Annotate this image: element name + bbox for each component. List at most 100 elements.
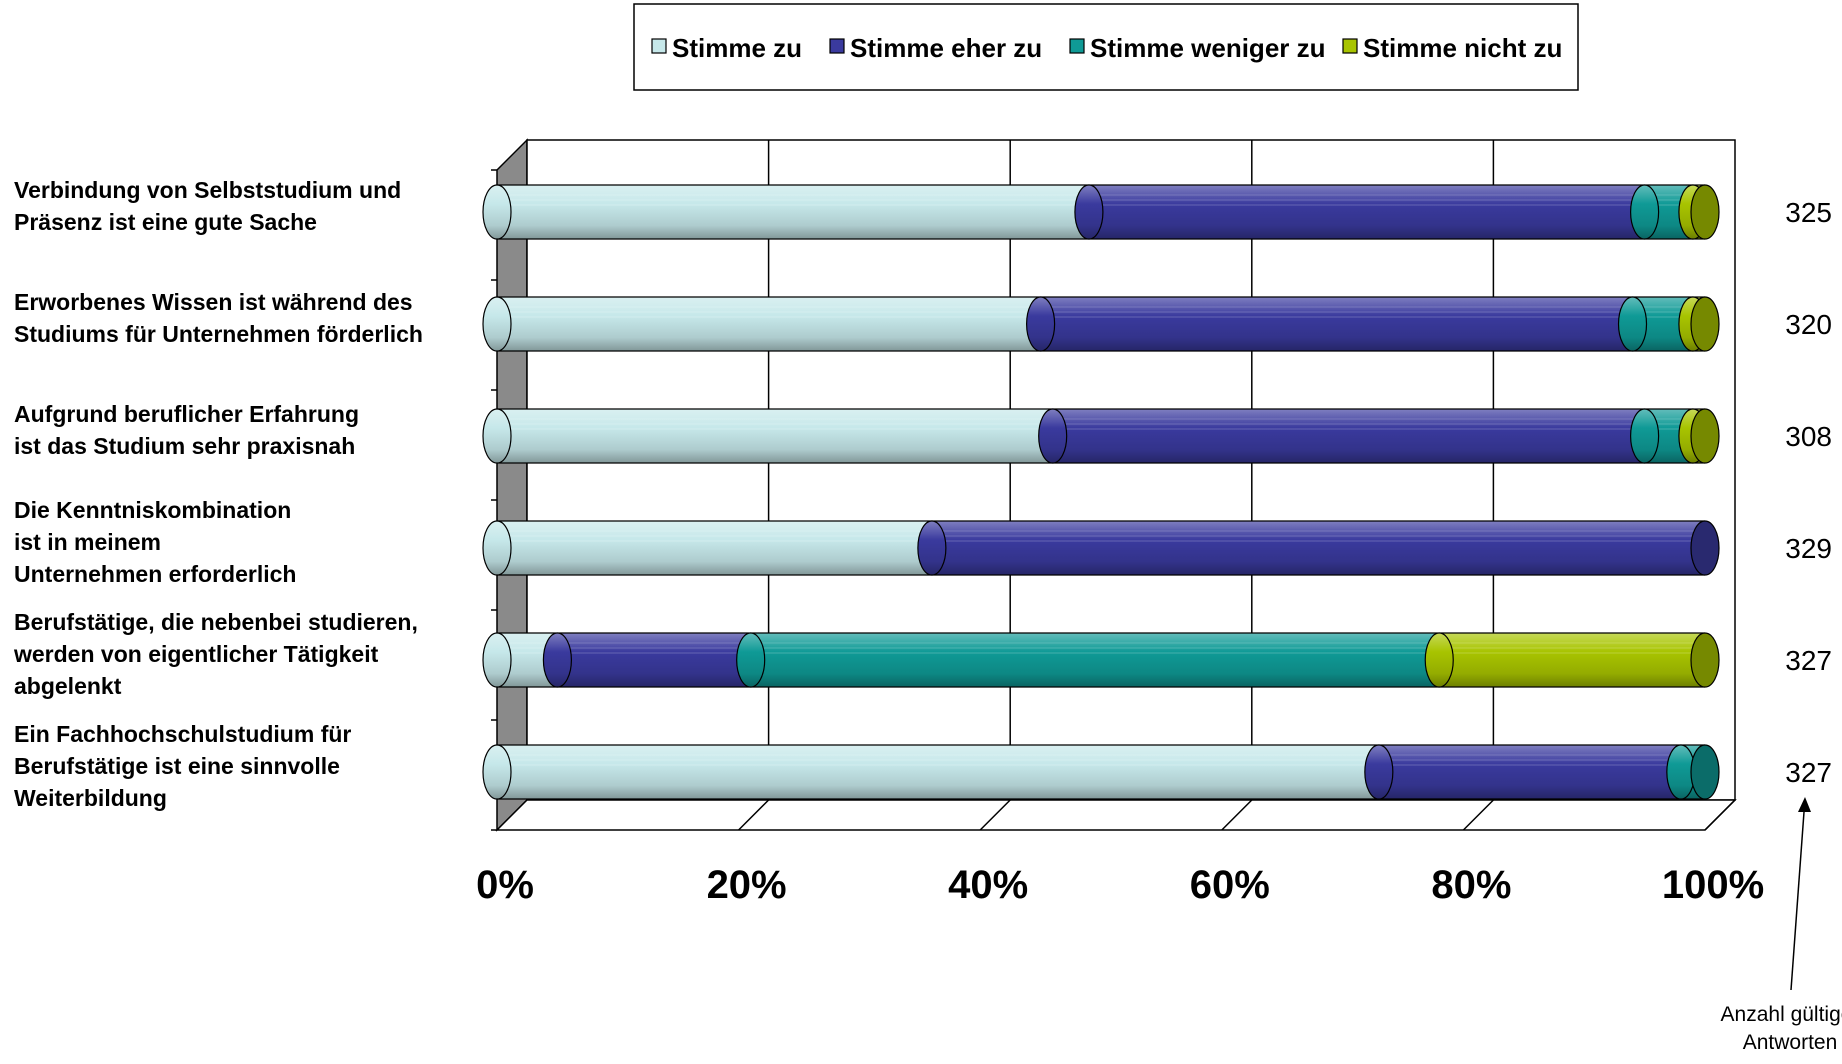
- bar-segment-cap: [1690, 184, 1720, 240]
- bar-segment: [1040, 297, 1633, 351]
- bar-segment-cap: [1690, 408, 1720, 464]
- floor-gridline: [1462, 799, 1494, 831]
- category-label-line: werden von eigentlicher Tätigkeit: [13, 641, 379, 667]
- legend-swatch: [651, 38, 667, 54]
- bar-segment-cap: [736, 632, 766, 688]
- category-label: Verbindung von Selbststudium und Präsenz …: [14, 177, 401, 235]
- legend-box: [633, 3, 1579, 91]
- x-tick-label: 40%: [948, 863, 1028, 907]
- bar-segment-cap: [1629, 184, 1660, 240]
- bar-segment: [1439, 633, 1705, 687]
- floor-gridline: [1704, 799, 1736, 831]
- bar-row: [482, 744, 1720, 800]
- bar-segment-cap: [1690, 744, 1720, 800]
- bar-segment-cap: [1025, 296, 1056, 352]
- bar-segment: [497, 745, 1379, 799]
- legend: Stimme zu Stimme eher zu Stimme weniger zu…: [633, 3, 1579, 91]
- legend-swatch: [829, 38, 845, 54]
- bar-segment: [1052, 409, 1645, 463]
- bar-row: [482, 296, 1720, 352]
- bar-segment: [497, 185, 1089, 239]
- back-wall: [526, 139, 1736, 801]
- x-tick-label: 0%: [476, 863, 534, 907]
- bar-segment-cap: [1690, 296, 1720, 352]
- bar-row: [482, 632, 1720, 688]
- bar-segment-cap: [1690, 632, 1720, 688]
- bar-start-cap: [482, 296, 512, 352]
- bar-segment-cap: [1690, 520, 1720, 576]
- bar-segment-cap: [542, 632, 573, 688]
- legend-label: Stimme eher zu: [850, 33, 1042, 63]
- counts-arrow-line: [1790, 811, 1805, 991]
- bar-segment-cap: [917, 520, 947, 576]
- category-label: Aufgrund beruflicher Erfahrung ist das St…: [14, 401, 359, 459]
- x-tick-label: 80%: [1431, 863, 1511, 907]
- counts-arrow-head: [1798, 797, 1811, 812]
- bar-segment: [1088, 185, 1645, 239]
- category-label: Ein Fachhochschulstudium für Berufstätige…: [14, 721, 351, 811]
- bar-segment-cap: [1038, 408, 1068, 464]
- bar-segment: [750, 633, 1440, 687]
- category-label-line: Berufstätige ist eine sinnvolle: [14, 753, 340, 779]
- category-label: Erworbenes Wissen ist während des Studium…: [14, 289, 423, 347]
- count-label: 329: [1785, 533, 1832, 564]
- bar-segment: [1378, 745, 1681, 799]
- bar-segment: [497, 297, 1041, 351]
- count-label: 308: [1785, 421, 1832, 452]
- counts-note-line: Anzahl gültiger: [1721, 1003, 1842, 1026]
- count-label: 320: [1785, 309, 1832, 340]
- bar-start-cap: [482, 520, 512, 576]
- bar-segment: [497, 409, 1053, 463]
- category-label-line: Weiterbildung: [14, 785, 167, 811]
- count-label: 325: [1785, 197, 1832, 228]
- counts-note: Anzahl gültiger Antworten: [1721, 1003, 1842, 1054]
- counts-note-line: Antworten: [1743, 1031, 1838, 1054]
- bar-row: [482, 184, 1720, 240]
- category-label-line: Unternehmen erforderlich: [14, 561, 296, 587]
- count-label: 327: [1785, 757, 1832, 788]
- x-tick-label: 20%: [707, 863, 787, 907]
- category-label-line: Erworbenes Wissen ist während des: [14, 289, 413, 315]
- category-label: Die Kenntniskombination ist in meinem Unte…: [14, 497, 296, 587]
- bar-segment-cap: [1424, 632, 1454, 688]
- bar-segment-cap: [1364, 744, 1394, 800]
- bar-start-cap: [482, 408, 512, 464]
- category-label-line: ist das Studium sehr praxisnah: [14, 433, 355, 459]
- category-label-line: Ein Fachhochschulstudium für: [14, 721, 351, 747]
- category-label-line: Verbindung von Selbststudium und: [14, 177, 401, 203]
- bar-segment-cap: [1629, 408, 1660, 464]
- category-label-line: abgelenkt: [14, 673, 122, 699]
- count-label: 327: [1785, 645, 1832, 676]
- bar-segment-cap: [1074, 184, 1104, 240]
- category-label-line: Berufstätige, die nebenbei studieren,: [14, 609, 418, 635]
- x-tick-label: 100%: [1662, 863, 1764, 907]
- bar-start-cap: [482, 632, 512, 688]
- legend-label: Stimme nicht zu: [1363, 33, 1562, 63]
- bar-row: [482, 408, 1720, 464]
- floor-gridline: [738, 799, 770, 831]
- category-label-line: ist in meinem: [14, 529, 161, 555]
- legend-swatch: [1342, 38, 1358, 54]
- category-label-line: Studiums für Unternehmen förderlich: [14, 321, 423, 347]
- bar-segment: [931, 521, 1705, 575]
- side-wall: [496, 138, 528, 832]
- category-label-line: Aufgrund beruflicher Erfahrung: [14, 401, 359, 427]
- bar-segment: [497, 521, 932, 575]
- legend-label: Stimme zu: [672, 33, 802, 63]
- category-label: Berufstätige, die nebenbei studieren, wer…: [13, 609, 418, 699]
- floor-gridline: [1221, 799, 1253, 831]
- legend-label: Stimme weniger zu: [1090, 33, 1326, 63]
- floor: [495, 799, 1737, 831]
- category-label-line: Die Kenntniskombination: [14, 497, 291, 523]
- x-tick-label: 60%: [1190, 863, 1270, 907]
- category-label-line: Präsenz ist eine gute Sache: [14, 209, 317, 235]
- bar-segment-cap: [1617, 296, 1648, 352]
- bar-start-cap: [482, 184, 512, 240]
- bar-row: [482, 520, 1720, 576]
- bar-segment: [557, 633, 751, 687]
- floor-gridline: [979, 799, 1011, 831]
- legend-swatch: [1069, 38, 1085, 54]
- bar-start-cap: [482, 744, 512, 800]
